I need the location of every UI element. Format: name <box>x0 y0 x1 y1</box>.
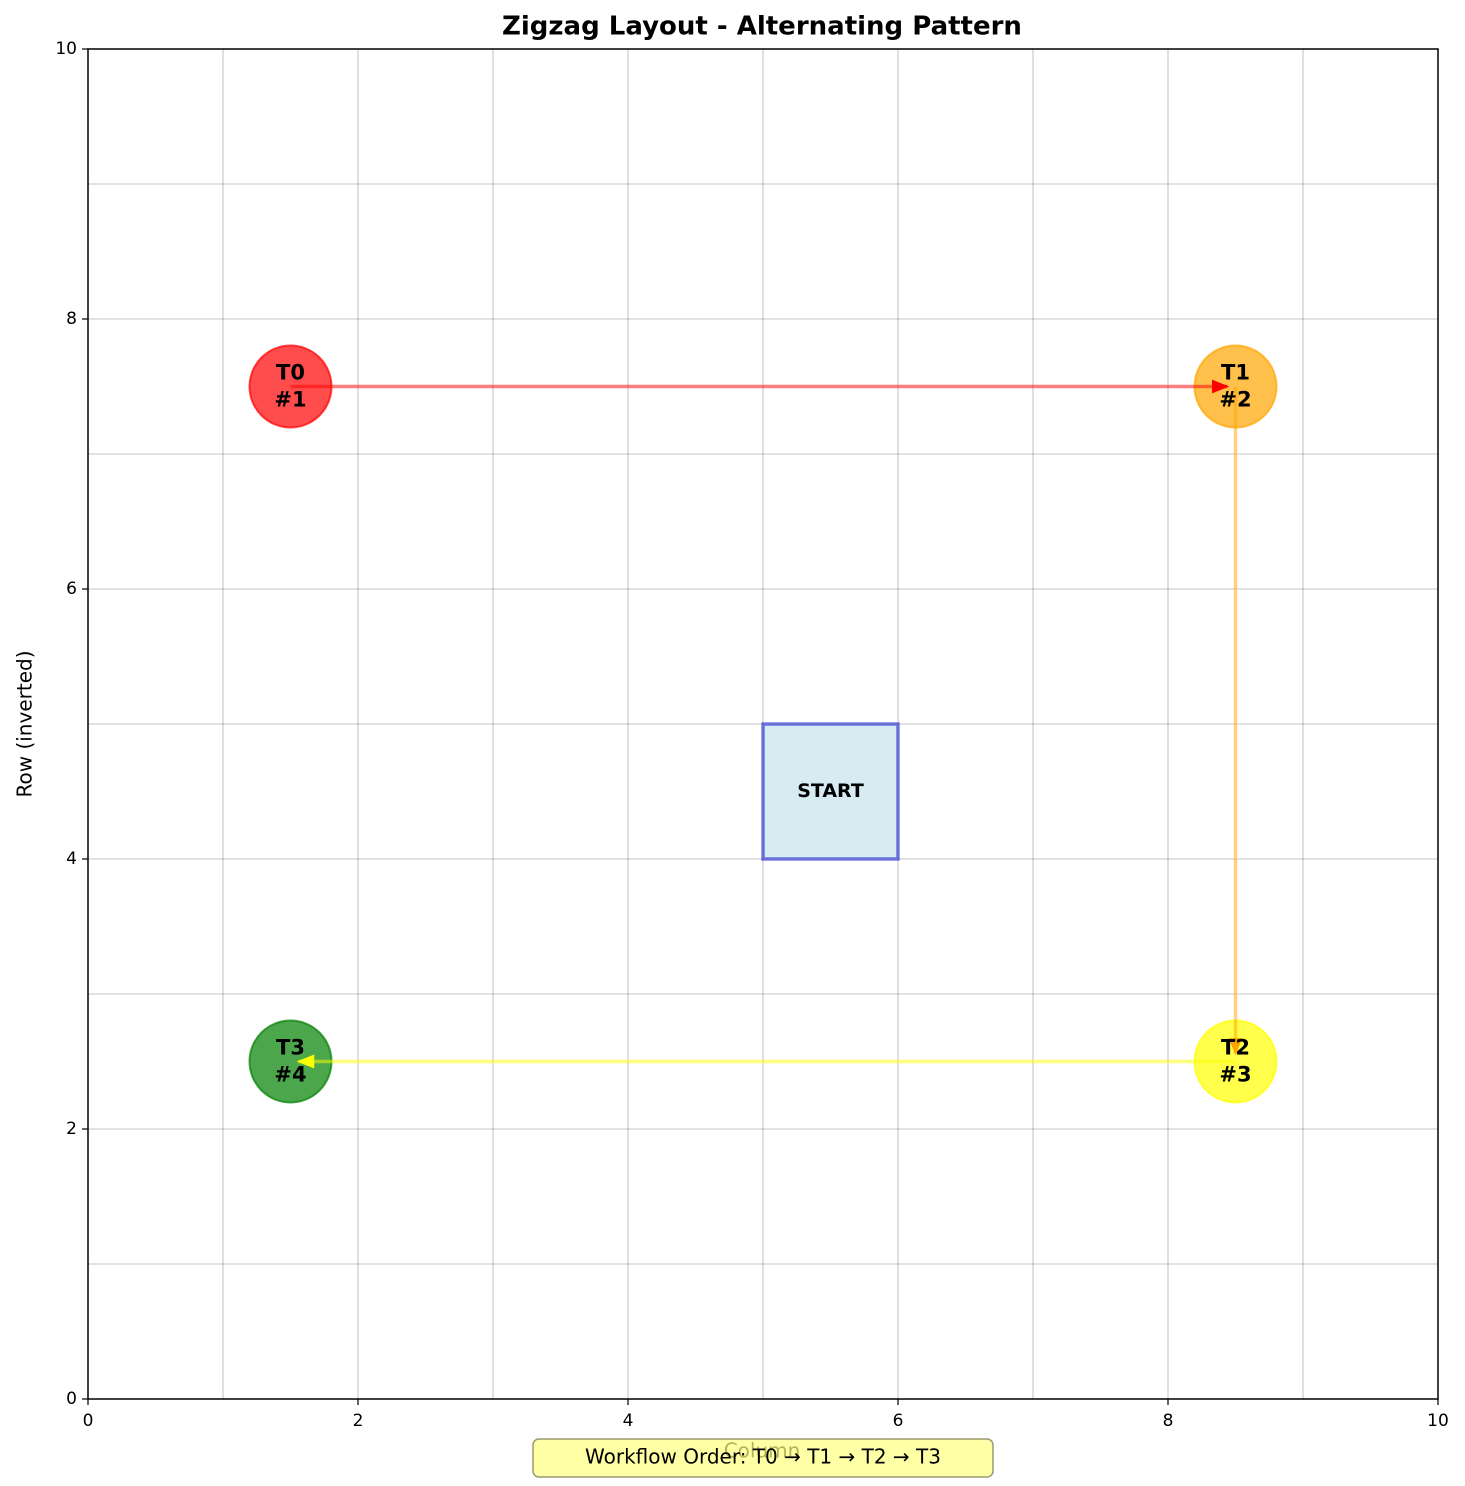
task-order: #1 <box>274 388 306 412</box>
task-name: T3 <box>276 1036 305 1060</box>
x-tick-label: 4 <box>623 1411 634 1431</box>
annotation-box <box>532 1438 994 1478</box>
y-tick-label: 10 <box>55 39 77 59</box>
x-tick-label: 0 <box>83 1411 94 1431</box>
x-tick-label: 8 <box>1163 1411 1174 1431</box>
y-tick-label: 4 <box>66 849 77 869</box>
axes-frame <box>87 48 1439 1400</box>
x-tick-label: 2 <box>353 1411 364 1431</box>
task-name: T1 <box>1221 361 1250 385</box>
y-tick-label: 8 <box>66 309 77 329</box>
task-order: #3 <box>1219 1063 1251 1087</box>
start-box <box>761 722 900 861</box>
task-name: T0 <box>276 361 305 385</box>
start-label: START <box>797 780 864 802</box>
task-order: #4 <box>274 1063 306 1087</box>
x-tick-label: 10 <box>1427 1411 1449 1431</box>
y-axis-label: Row (inverted) <box>13 651 37 798</box>
y-tick-label: 2 <box>66 1119 77 1139</box>
x-tick-label: 6 <box>893 1411 904 1431</box>
y-tick-label: 6 <box>66 579 77 599</box>
task-order: #2 <box>1219 388 1251 412</box>
y-tick-label: 0 <box>66 1389 77 1409</box>
task-name: T2 <box>1221 1036 1250 1060</box>
annotation: Workflow Order: T0 → T1 → T2 → T3 <box>585 1445 941 1469</box>
chart-title: Zigzag Layout - Alternating Pattern <box>502 12 1022 42</box>
